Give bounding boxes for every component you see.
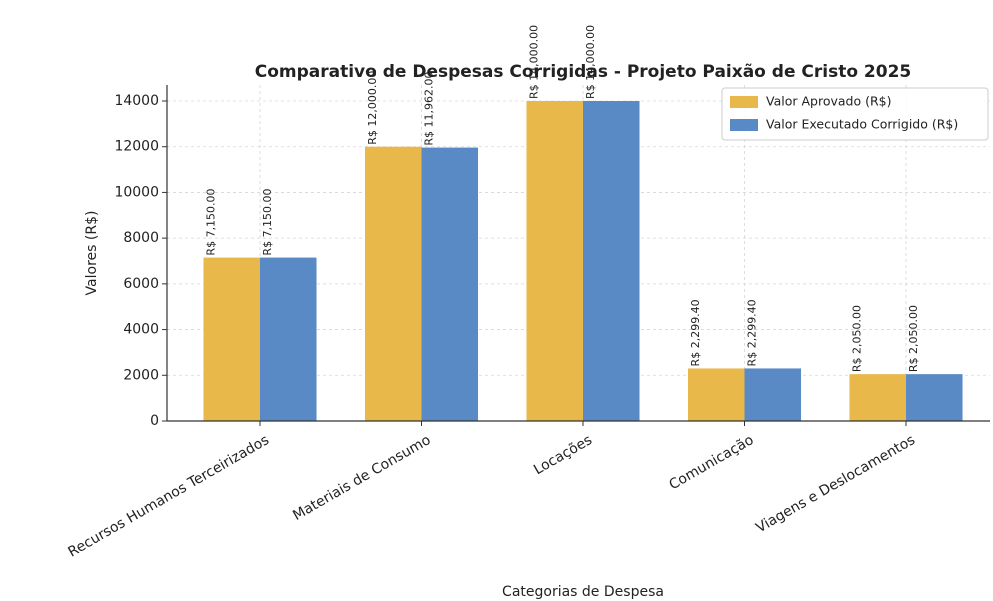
x-axis-label: Categorias de Despesa [502, 584, 664, 600]
bar [203, 257, 260, 421]
value-label: R$ 2,299.40 [746, 299, 759, 366]
bar [364, 146, 422, 421]
value-label: R$ 7,150.00 [204, 188, 217, 255]
value-label: R$ 14,000.00 [527, 25, 540, 99]
value-label: R$ 2,050.00 [907, 305, 920, 372]
value-label: R$ 12,000.00 [366, 71, 379, 145]
y-tick-label: 8000 [123, 230, 159, 246]
x-tick-label: Comunicação [666, 432, 756, 493]
legend-label: Valor Executado Corrigido (R$) [766, 117, 958, 132]
bar [526, 101, 583, 421]
x-tick-label: Viagens e Deslocamentos [753, 432, 918, 536]
y-tick-label: 12000 [114, 139, 159, 155]
value-label: R$ 2,299.40 [689, 299, 702, 366]
bar [744, 368, 802, 421]
legend-swatch [730, 96, 758, 108]
bar [849, 374, 906, 421]
bar [421, 147, 479, 421]
y-tick-label: 0 [150, 413, 159, 429]
x-tick-label: Materiais de Consumo [290, 432, 433, 524]
y-axis-label: Valores (R$) [84, 211, 100, 296]
legend-label: Valor Aprovado (R$) [766, 94, 891, 109]
value-label: R$ 2,050.00 [850, 305, 863, 372]
y-tick-label: 6000 [123, 276, 159, 292]
y-tick-label: 2000 [123, 367, 159, 383]
y-tick-label: 10000 [114, 184, 159, 200]
value-label: R$ 14,000.00 [584, 25, 597, 99]
x-tick-label: Locações [531, 432, 595, 478]
y-tick-label: 14000 [114, 93, 159, 109]
bar [906, 374, 963, 421]
legend-box [721, 87, 989, 141]
legend-swatch [730, 119, 758, 131]
value-label: R$ 11,962.00 [423, 71, 436, 145]
x-tick-label: Recursos Humanos Terceirizados [66, 432, 272, 560]
y-tick-label: 4000 [123, 322, 159, 338]
value-label: R$ 7,150.00 [261, 188, 274, 255]
bar [260, 257, 317, 421]
bar [687, 368, 745, 421]
bar [583, 101, 640, 421]
chart-title: Comparativo de Despesas Corrigidas - Pro… [255, 62, 912, 82]
